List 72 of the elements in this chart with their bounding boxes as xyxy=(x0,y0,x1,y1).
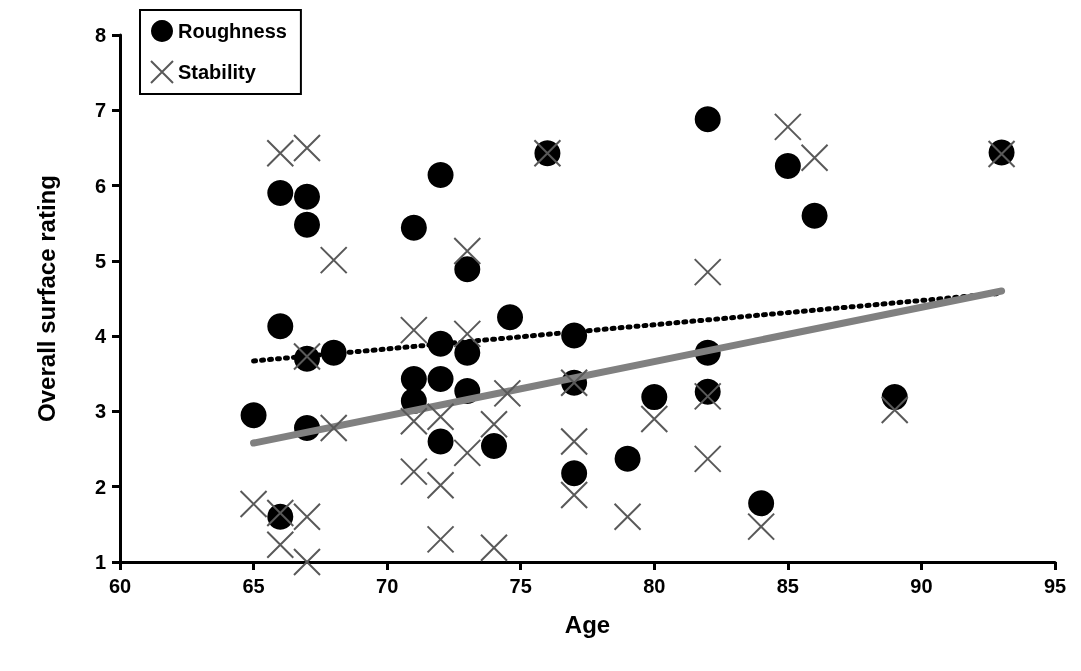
point xyxy=(480,410,508,439)
y-tick-label: 3 xyxy=(94,400,106,423)
point xyxy=(480,533,508,562)
point xyxy=(493,379,522,408)
point xyxy=(294,211,320,238)
point xyxy=(497,304,524,331)
point xyxy=(426,471,455,500)
point xyxy=(239,490,268,519)
point xyxy=(400,366,427,393)
point xyxy=(800,143,829,172)
point xyxy=(266,530,295,559)
point xyxy=(773,112,802,141)
y-tick-label: 6 xyxy=(94,174,106,197)
x-tick-label: 70 xyxy=(376,575,399,597)
point xyxy=(453,237,482,266)
point xyxy=(240,402,267,429)
x-tick-label: 90 xyxy=(910,575,933,597)
point xyxy=(266,139,295,168)
point xyxy=(880,395,909,424)
point xyxy=(267,180,294,207)
point xyxy=(801,202,828,229)
x-tick-label: 75 xyxy=(509,575,532,597)
point xyxy=(426,525,455,554)
x-tick-label: 80 xyxy=(643,575,666,597)
point xyxy=(293,548,321,576)
point xyxy=(293,502,321,531)
y-tick-label: 8 xyxy=(94,24,106,46)
point xyxy=(641,384,668,411)
point xyxy=(267,313,294,340)
x-tick-label: 95 xyxy=(1043,575,1067,597)
legend-label: Roughness xyxy=(178,20,287,42)
point xyxy=(613,502,642,531)
point xyxy=(427,366,454,393)
point xyxy=(454,256,481,283)
point xyxy=(561,460,588,487)
y-tick-label: 1 xyxy=(94,551,106,573)
point xyxy=(453,438,482,467)
y-tick-label: 4 xyxy=(94,325,107,348)
point xyxy=(454,339,481,366)
x-tick-label: 60 xyxy=(108,575,132,597)
x-tick-label: 85 xyxy=(776,575,799,597)
point xyxy=(400,214,427,241)
point xyxy=(693,258,722,287)
point xyxy=(774,153,801,179)
point xyxy=(399,316,428,345)
point xyxy=(693,382,722,411)
point xyxy=(640,404,669,433)
point xyxy=(399,457,428,486)
point xyxy=(560,427,589,456)
point xyxy=(747,512,776,541)
point xyxy=(294,183,320,210)
y-axis-title: Overall surface rating xyxy=(32,175,60,422)
point xyxy=(399,407,428,436)
point xyxy=(693,444,722,473)
x-axis-title: Age xyxy=(564,610,611,638)
legend-label: Stability xyxy=(178,61,257,83)
point xyxy=(427,428,454,455)
point xyxy=(426,402,455,431)
point xyxy=(748,490,775,517)
y-tick-label: 7 xyxy=(94,99,106,122)
point xyxy=(694,106,721,133)
y-tick-label: 2 xyxy=(94,475,106,498)
point xyxy=(319,413,348,442)
point xyxy=(319,246,348,275)
point xyxy=(614,445,641,472)
point xyxy=(453,319,482,348)
point xyxy=(293,133,321,162)
point xyxy=(560,481,589,509)
point xyxy=(481,433,507,460)
y-tick-label: 5 xyxy=(94,249,106,272)
point xyxy=(427,162,454,189)
x-tick-label: 65 xyxy=(242,575,265,597)
